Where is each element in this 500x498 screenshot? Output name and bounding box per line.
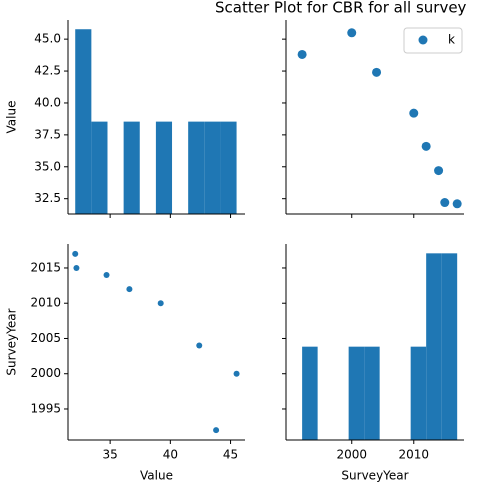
x-tick-label: 2010 <box>398 448 429 462</box>
scatter-point <box>103 272 110 279</box>
hist-bar <box>220 121 237 214</box>
y-tick-label: 2005 <box>30 331 61 345</box>
scatter-point <box>157 300 164 307</box>
y-tick-label: 37.5 <box>34 127 61 141</box>
y-tick-label: 2000 <box>30 366 61 380</box>
x-axis-label: Value <box>140 469 173 483</box>
hist-bar <box>204 121 221 214</box>
scatter-point <box>297 49 307 59</box>
hist-bar <box>75 29 92 214</box>
y-tick-label: 42.5 <box>34 64 61 78</box>
hist-bar <box>426 253 442 440</box>
scatter-point <box>347 28 357 38</box>
scatter-point <box>196 342 203 349</box>
hist-bar <box>348 346 365 440</box>
y-tick-label: 2015 <box>30 260 61 274</box>
hist-bar <box>410 346 427 440</box>
scatter-point <box>434 166 444 176</box>
x-tick-label: 40 <box>163 448 178 462</box>
x-tick-label: 2000 <box>336 448 367 462</box>
chart-title: Scatter Plot for CBR for all survey <box>215 0 467 17</box>
hist-bar <box>188 121 205 214</box>
scatter-point <box>73 264 80 271</box>
y-tick-label: 35.0 <box>34 159 61 173</box>
scatter-point <box>372 67 382 77</box>
scatter-point <box>452 199 462 209</box>
scatter-point <box>421 141 431 151</box>
scatter-point <box>72 250 79 257</box>
hist-bar <box>91 121 108 214</box>
hist-bar <box>302 346 318 440</box>
y-tick-label: 1995 <box>30 401 61 415</box>
legend-box <box>403 27 463 54</box>
legend-marker <box>418 35 428 45</box>
y-tick-label: 32.5 <box>34 191 61 205</box>
scatter-point <box>233 370 240 377</box>
hist-bar <box>364 346 380 440</box>
y-tick-label: 40.0 <box>34 95 61 109</box>
scatter-point <box>126 286 133 293</box>
y-axis-label: Value <box>5 101 19 134</box>
scatter-point <box>409 108 419 118</box>
y-tick-label: 45.0 <box>34 32 61 46</box>
y-axis-label: SurveyYear <box>5 308 19 375</box>
hist-bar <box>155 121 173 214</box>
y-tick-label: 2010 <box>30 296 61 310</box>
scatter-point <box>213 427 220 434</box>
legend-label: k <box>448 33 455 47</box>
x-tick-label: 45 <box>223 448 238 462</box>
hist-bar <box>441 253 458 440</box>
hist-bar <box>123 121 140 214</box>
scatter-point <box>440 198 450 208</box>
x-tick-label: 35 <box>103 448 118 462</box>
x-axis-label: SurveyYear <box>341 469 408 483</box>
